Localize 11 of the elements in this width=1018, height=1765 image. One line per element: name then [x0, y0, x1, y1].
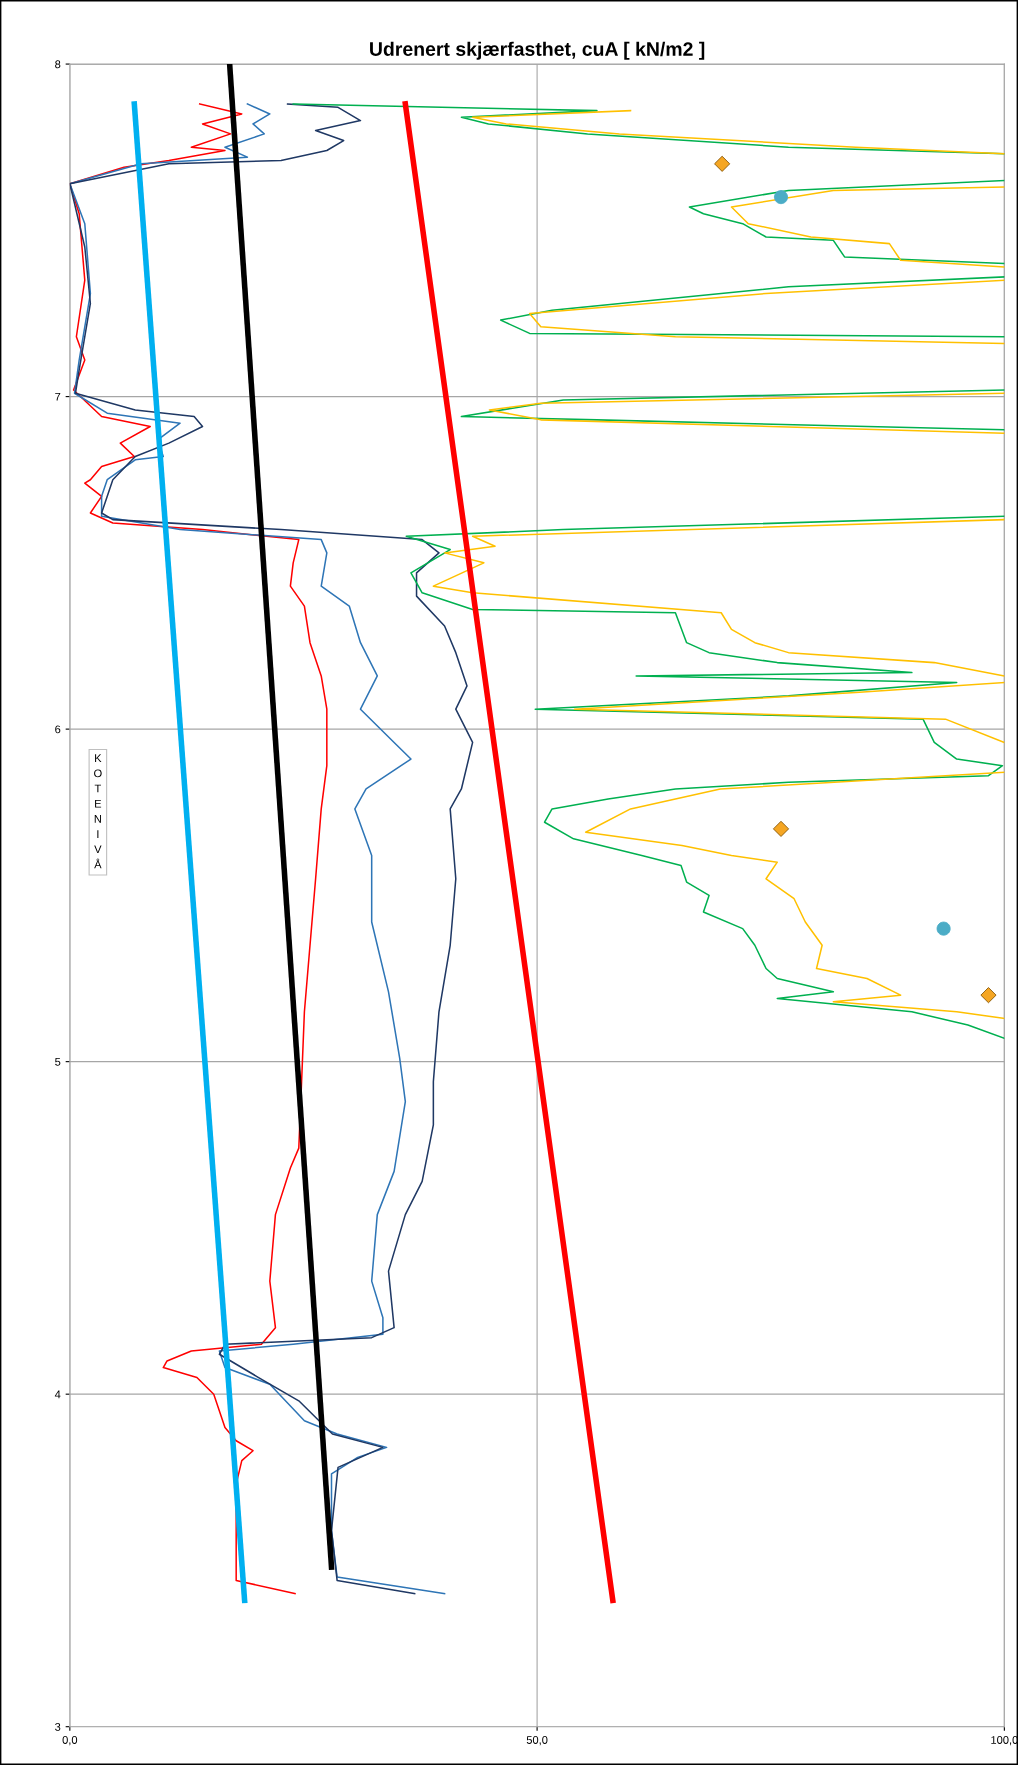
line-series — [69, 103, 328, 1595]
chart-title: Udrenert skjærfasthet, cuA [ kN/m2 ] — [370, 41, 705, 60]
y-axis-title: KOTENIVÅ — [94, 754, 102, 869]
y-tick-label: 4 — [54, 1390, 61, 1399]
y-tick-label: 5 — [55, 1058, 61, 1066]
y-tick-label: 8 — [55, 60, 61, 69]
y-tick-label: 6 — [55, 725, 61, 734]
y-tick-label: 3 — [55, 1722, 61, 1731]
x-tick-label: 50,0 — [526, 1736, 548, 1746]
x-tick-label: 0,0 — [62, 1736, 78, 1746]
y-tick-label: 7 — [55, 392, 61, 401]
